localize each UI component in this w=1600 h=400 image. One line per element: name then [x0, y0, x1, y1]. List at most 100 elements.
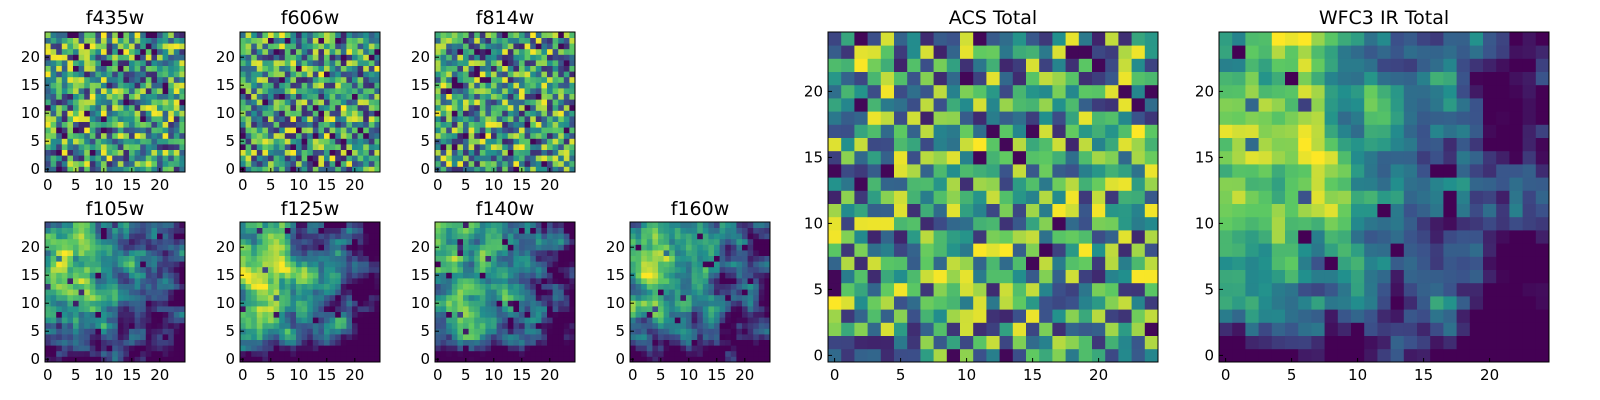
heatmap-cell: [451, 350, 458, 357]
heatmap-cell: [84, 127, 91, 134]
heatmap-cell: [474, 60, 481, 66]
heatmap-cell: [117, 121, 124, 128]
heatmap-cell: [256, 356, 263, 363]
heatmap-cell: [352, 278, 358, 284]
heatmap-cell: [435, 322, 441, 329]
heatmap-cell: [496, 356, 503, 363]
heatmap-cell: [324, 121, 330, 128]
heatmap-cell: [151, 294, 158, 301]
heatmap-cell: [245, 345, 252, 352]
heatmap-cell: [457, 132, 464, 139]
heatmap-cell: [999, 335, 1014, 350]
heatmap-cell: [45, 250, 51, 256]
heatmap-cell: [569, 93, 576, 100]
heatmap-cell: [758, 294, 765, 301]
heatmap-cell: [697, 328, 704, 335]
heatmap-cell: [256, 261, 263, 268]
heatmap-cell: [652, 339, 659, 346]
heatmap-cell: [513, 250, 520, 256]
heatmap-cell: [530, 238, 537, 245]
heatmap-cell: [251, 138, 258, 145]
heatmap-cell: [513, 334, 520, 340]
heatmap-cell: [960, 124, 974, 138]
heatmap-cell: [742, 266, 748, 273]
heatmap-cell: [140, 311, 147, 318]
heatmap-cell: [340, 328, 347, 335]
heatmap-cell: [112, 116, 119, 122]
heatmap-cell: [140, 160, 147, 167]
heatmap-cell: [61, 250, 68, 256]
heatmap-cell: [157, 300, 163, 307]
heatmap-cell: [123, 37, 130, 44]
heatmap-cell: [502, 283, 509, 290]
heatmap-cell: [519, 160, 525, 167]
heatmap-cell: [318, 339, 325, 346]
heatmap-cell: [340, 317, 347, 324]
x-tick-label: 5: [71, 176, 81, 194]
heatmap-cell: [279, 48, 286, 55]
heatmap-cell: [547, 104, 553, 111]
heatmap-cell: [1144, 164, 1159, 178]
heatmap-cell: [284, 233, 291, 240]
heatmap-cell: [569, 32, 576, 38]
heatmap-cell: [697, 250, 704, 256]
heatmap-cell: [73, 71, 79, 78]
heatmap-cell: [541, 88, 548, 94]
heatmap-cell: [496, 328, 503, 335]
heatmap-cell: [496, 278, 503, 284]
heatmap-cell: [50, 289, 57, 296]
heatmap-cell: [474, 244, 481, 251]
heatmap-cell: [296, 328, 302, 335]
heatmap-cell: [67, 121, 74, 128]
heatmap-cell: [123, 266, 130, 273]
heatmap-cell: [78, 339, 85, 346]
heatmap-cell: [117, 160, 124, 167]
heatmap-cell: [747, 311, 754, 318]
heatmap-cell: [552, 116, 559, 122]
heatmap-cell: [101, 65, 107, 72]
heatmap-cell: [95, 266, 102, 273]
heatmap-cell: [363, 227, 370, 234]
heatmap-cell: [145, 43, 152, 50]
heatmap-cell: [1052, 322, 1066, 336]
heatmap-cell: [352, 32, 358, 38]
heatmap-cell: [374, 283, 381, 290]
heatmap-cell: [324, 227, 330, 234]
heatmap-cell: [507, 311, 514, 318]
heatmap-cell: [368, 132, 375, 139]
heatmap-cell: [658, 250, 664, 256]
heatmap-cell: [920, 190, 934, 204]
heatmap-cell: [513, 227, 520, 234]
heatmap-cell: [117, 222, 124, 228]
heatmap-cell: [273, 289, 280, 296]
heatmap-cell: [841, 137, 855, 152]
heatmap-cell: [324, 244, 330, 251]
heatmap-cell: [747, 261, 754, 268]
heatmap-cell: [363, 71, 370, 78]
heatmap-cell: [502, 144, 509, 150]
heatmap-cell: [502, 356, 509, 363]
heatmap-cell: [491, 88, 497, 94]
heatmap-cell: [960, 203, 974, 218]
heatmap-cell: [485, 322, 492, 329]
heatmap-cell: [340, 266, 347, 273]
heatmap-cell: [641, 255, 648, 262]
heatmap-cell: [50, 160, 57, 167]
heatmap-cell: [440, 93, 447, 100]
heatmap-cell: [95, 289, 102, 296]
heatmap-cell: [828, 177, 842, 191]
heatmap-cell: [1118, 335, 1132, 350]
heatmap-cell: [245, 244, 252, 251]
heatmap-cell: [519, 283, 525, 290]
heatmap-cell: [451, 76, 458, 83]
heatmap-cell: [697, 356, 704, 363]
heatmap-cell: [960, 164, 974, 178]
heatmap-cell: [451, 166, 458, 173]
heatmap-cell: [73, 233, 79, 240]
heatmap-cell: [157, 283, 163, 290]
heatmap-cell: [535, 339, 542, 346]
heatmap-cell: [880, 216, 895, 231]
heatmap-cell: [894, 256, 908, 270]
heatmap-cell: [485, 138, 492, 145]
heatmap-cell: [1012, 296, 1027, 310]
